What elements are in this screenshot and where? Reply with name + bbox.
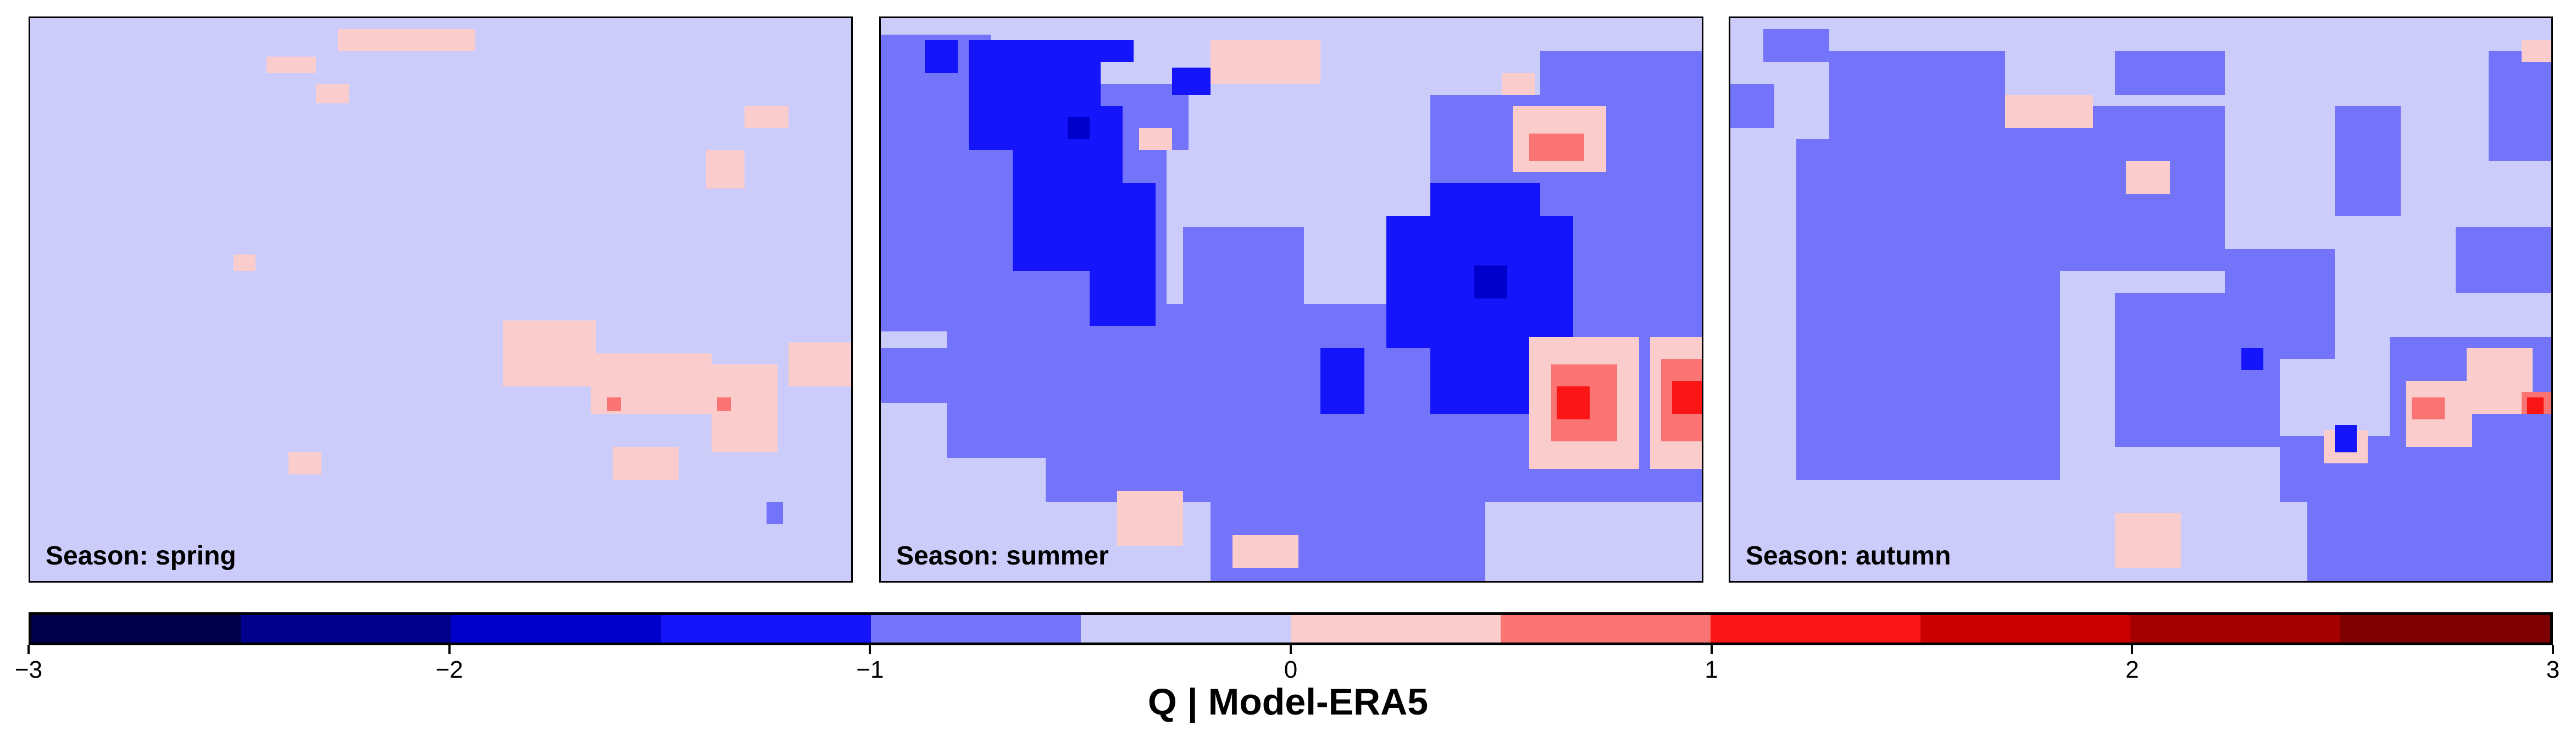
colorbar-tick-label: 3 xyxy=(2546,656,2560,683)
colorbar-tick-mark xyxy=(27,645,30,654)
colorbar-tick-label: −2 xyxy=(435,656,463,683)
season-label: Season: summer xyxy=(896,541,1109,571)
colorbar-tick-label: −1 xyxy=(856,656,884,683)
colorbar-segment xyxy=(2130,615,2340,643)
colorbar-tick-label: 2 xyxy=(2125,656,2139,683)
colorbar-tick-mark xyxy=(2131,645,2134,654)
colorbar-ticks: −3 −2 −1 0 1 2 3 xyxy=(15,645,2560,683)
colorbar-tick-mark xyxy=(448,645,451,654)
colorbar-segment xyxy=(2340,615,2550,643)
colorbar-tick-label: 0 xyxy=(1284,656,1298,683)
colorbar-segment xyxy=(1501,615,1711,643)
colorbar-tick-mark xyxy=(1290,645,1292,654)
colorbar-segment xyxy=(451,615,661,643)
colorbar-tick-mark xyxy=(1710,645,1713,654)
colorbar-tick-label: −3 xyxy=(14,656,43,683)
map-summer xyxy=(881,18,1702,581)
colorbar xyxy=(29,612,2553,645)
map-spring xyxy=(30,18,851,581)
map-panel-summer: Season: summer xyxy=(879,16,1703,583)
colorbar-segment xyxy=(1920,615,2130,643)
colorbar-title: Q | Model-ERA5 xyxy=(1147,681,1429,723)
map-panel-spring: Season: spring xyxy=(29,16,853,583)
colorbar-segment xyxy=(871,615,1081,643)
colorbar-segment xyxy=(1711,615,1920,643)
colorbar-segment xyxy=(1291,615,1501,643)
map-autumn xyxy=(1730,18,2551,581)
colorbar-tick-label: 1 xyxy=(1705,656,1718,683)
season-label: Season: spring xyxy=(46,541,236,571)
map-panel-autumn: Season: autumn xyxy=(1729,16,2553,583)
colorbar-tick-mark xyxy=(869,645,871,654)
season-label: Season: autumn xyxy=(1746,541,1951,571)
colorbar-segment xyxy=(31,615,241,643)
colorbar-segment xyxy=(661,615,871,643)
colorbar-segment xyxy=(1081,615,1291,643)
colorbar-tick-mark xyxy=(2552,645,2554,654)
colorbar-segment xyxy=(241,615,451,643)
